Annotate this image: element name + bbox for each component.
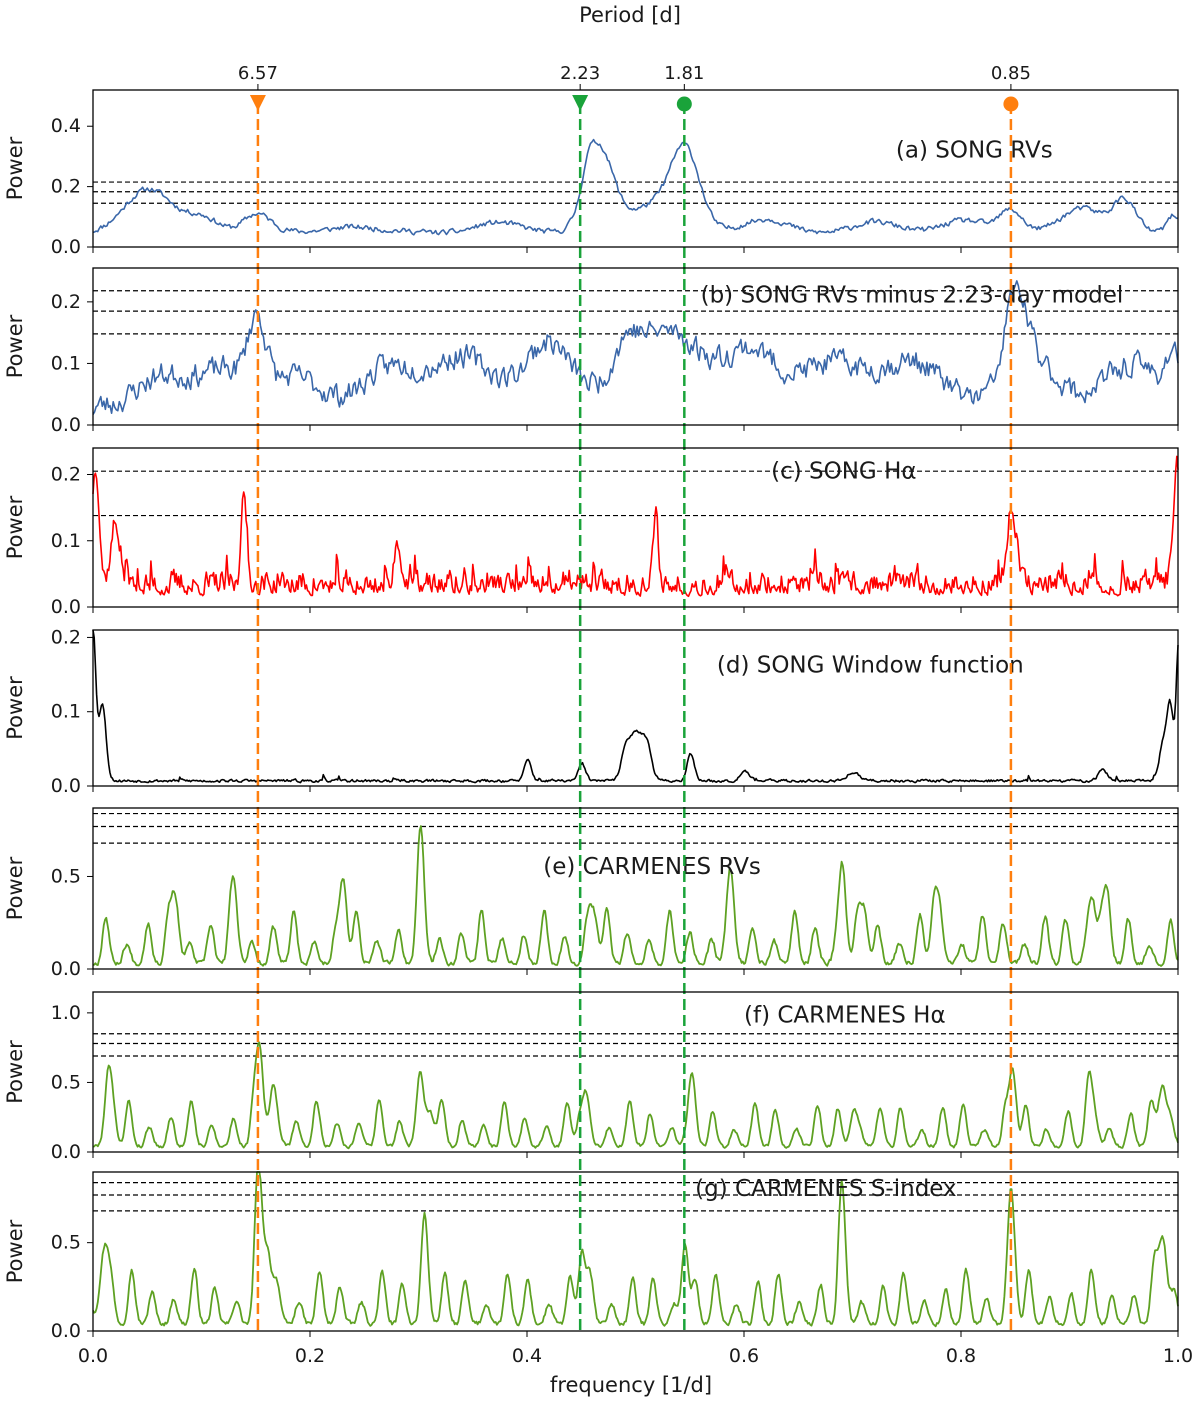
period-marker-lines — [256, 103, 1013, 1331]
y-tick-label: 0.5 — [51, 1232, 81, 1254]
power-series-line — [92, 825, 1179, 967]
panel-e: (e) CARMENES RVs Power 0.0 0.5 — [3, 808, 1179, 980]
y-axis-label: Power — [3, 1219, 27, 1283]
x-tick-label: 0.4 — [512, 1345, 542, 1367]
x-axis-label: frequency [1/d] — [550, 1373, 712, 1397]
y-axis-label: Power — [3, 136, 27, 200]
top-axis-tick-label: 6.57 — [238, 63, 278, 84]
panel-background — [93, 808, 1178, 969]
y-tick-label: 0.5 — [51, 1071, 81, 1093]
x-tick-label: 1.0 — [1163, 1345, 1193, 1367]
power-series-line — [92, 1041, 1179, 1150]
x-tick-label: 0.8 — [946, 1345, 976, 1367]
y-tick-label: 0.0 — [51, 775, 81, 797]
y-tick-label: 0.0 — [51, 958, 81, 980]
panel-title: (e) CARMENES RVs — [543, 854, 761, 880]
panel-background — [93, 992, 1178, 1152]
x-tick-label: 0.6 — [729, 1345, 759, 1367]
panel-a: (a) SONG RVs Power 0.0 0.2 0.4 — [3, 90, 1179, 258]
panel-frame — [92, 447, 1179, 608]
panel-title: (b) SONG RVs minus 2.23-day model — [701, 283, 1124, 309]
x-tick-label: 0.2 — [295, 1345, 325, 1367]
panel-g: (g) CARMENES S-index Power 0.0 0.5 — [3, 1171, 1179, 1342]
y-axis-label: Power — [3, 1040, 27, 1104]
panel-frame — [92, 267, 1179, 426]
power-series-line — [92, 138, 1179, 236]
panel-frame — [92, 991, 1179, 1153]
circle-marker — [676, 96, 692, 112]
panel-title: (g) CARMENES S-index — [695, 1176, 956, 1202]
circle-marker — [1003, 96, 1019, 112]
y-axis-label: Power — [3, 495, 27, 559]
power-series-line — [92, 280, 1179, 415]
power-series-line — [92, 455, 1179, 598]
panel-d: (d) SONG Window function Power 0.0 0.1 0.2 — [3, 626, 1179, 797]
triangle-marker — [572, 95, 589, 111]
power-series-line — [92, 629, 1179, 784]
panel-title: (f) CARMENES Hα — [744, 1002, 946, 1028]
y-tick-label: 0.2 — [51, 464, 81, 486]
panel-b: (b) SONG RVs minus 2.23-day model Power 0.… — [3, 268, 1179, 436]
y-axis-label: Power — [3, 856, 27, 920]
panel-f: (f) CARMENES Hα Power 0.0 0.5 1.0 — [3, 992, 1179, 1163]
triangle-marker — [249, 95, 266, 111]
y-tick-label: 0.0 — [51, 1320, 81, 1342]
y-tick-label: 0.0 — [51, 414, 81, 436]
panel-title: (c) SONG Hα — [771, 458, 916, 484]
y-tick-label: 0.0 — [51, 596, 81, 618]
y-tick-label: 0.2 — [51, 291, 81, 313]
panels-layer: (a) SONG RVs Power 0.0 0.2 0.4 (b) SONG RVs m… — [3, 90, 1179, 1342]
y-axis-label: Power — [3, 676, 27, 740]
top-axis-label: Period [d] — [579, 3, 681, 27]
x-tick-label: 0.0 — [78, 1345, 108, 1367]
y-tick-label: 0.2 — [51, 176, 81, 198]
panel-background — [93, 630, 1178, 786]
markers-and-axes-layer: 6.57 2.23 1.81 0.85 0.0 0.2 0.4 0.6 0.8 1.0 — [78, 63, 1193, 1367]
y-tick-label: 0.4 — [51, 115, 81, 137]
panel-background — [93, 90, 1178, 247]
panel-background — [93, 268, 1178, 425]
y-tick-label: 0.2 — [51, 626, 81, 648]
top-axis-tick-label: 1.81 — [664, 63, 704, 84]
y-tick-label: 0.0 — [51, 236, 81, 258]
y-tick-label: 0.1 — [51, 701, 81, 723]
y-axis-label: Power — [3, 314, 27, 378]
top-axis-tick-label: 2.23 — [560, 63, 600, 84]
panel-frame — [92, 1171, 1179, 1332]
panel-title: (a) SONG RVs — [896, 138, 1053, 164]
panel-frame — [92, 89, 1179, 248]
y-tick-label: 0.1 — [51, 352, 81, 374]
y-tick-label: 0.0 — [51, 1141, 81, 1163]
panel-background — [93, 1172, 1178, 1331]
y-tick-label: 0.1 — [51, 530, 81, 552]
y-tick-label: 0.5 — [51, 865, 81, 887]
y-tick-label: 1.0 — [51, 1002, 81, 1024]
power-series-line — [92, 1171, 1179, 1328]
panel-title: (d) SONG Window function — [717, 652, 1024, 678]
panel-frame — [92, 629, 1179, 787]
panel-c: (c) SONG Hα Power 0.0 0.1 0.2 — [3, 448, 1179, 618]
panel-frame — [92, 807, 1179, 970]
top-axis-tick-label: 0.85 — [991, 63, 1031, 84]
